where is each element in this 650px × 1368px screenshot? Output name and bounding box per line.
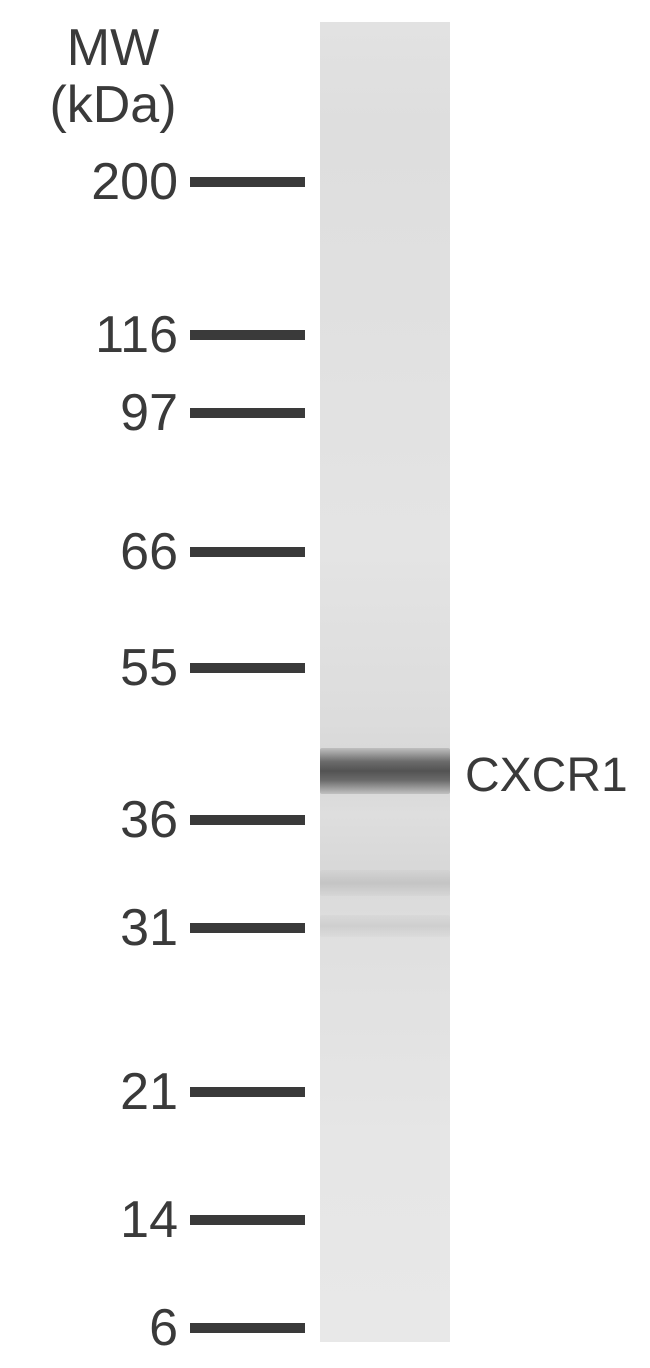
marker-label-21: 21 [28, 1062, 178, 1122]
marker-label-55: 55 [28, 638, 178, 698]
marker-tick-36 [190, 815, 305, 825]
marker-tick-21 [190, 1087, 305, 1097]
marker-label-200: 200 [28, 152, 178, 212]
blot-lane [320, 22, 450, 1342]
mw-label-line2: (kDa) [28, 77, 198, 134]
blot-lane-background [320, 22, 450, 1342]
marker-tick-66 [190, 547, 305, 557]
marker-tick-31 [190, 923, 305, 933]
cxcr1-band-label: CXCR1 [465, 748, 628, 803]
marker-label-36: 36 [28, 790, 178, 850]
marker-tick-200 [190, 177, 305, 187]
marker-label-31: 31 [28, 898, 178, 958]
western-blot-figure: { "figure": { "type": "western-blot", "w… [0, 0, 650, 1368]
cxcr1-band [320, 748, 450, 794]
marker-label-14: 14 [28, 1190, 178, 1250]
marker-label-6: 6 [28, 1298, 178, 1358]
faint-band-2 [320, 915, 450, 937]
marker-label-116: 116 [28, 305, 178, 365]
marker-tick-14 [190, 1215, 305, 1225]
faint-band-1 [320, 870, 450, 896]
mw-label-line1: MW [28, 20, 198, 77]
marker-tick-97 [190, 408, 305, 418]
marker-tick-116 [190, 330, 305, 340]
mw-header: MW (kDa) [28, 20, 198, 134]
marker-tick-55 [190, 663, 305, 673]
marker-label-66: 66 [28, 522, 178, 582]
marker-label-97: 97 [28, 383, 178, 443]
marker-tick-6 [190, 1323, 305, 1333]
